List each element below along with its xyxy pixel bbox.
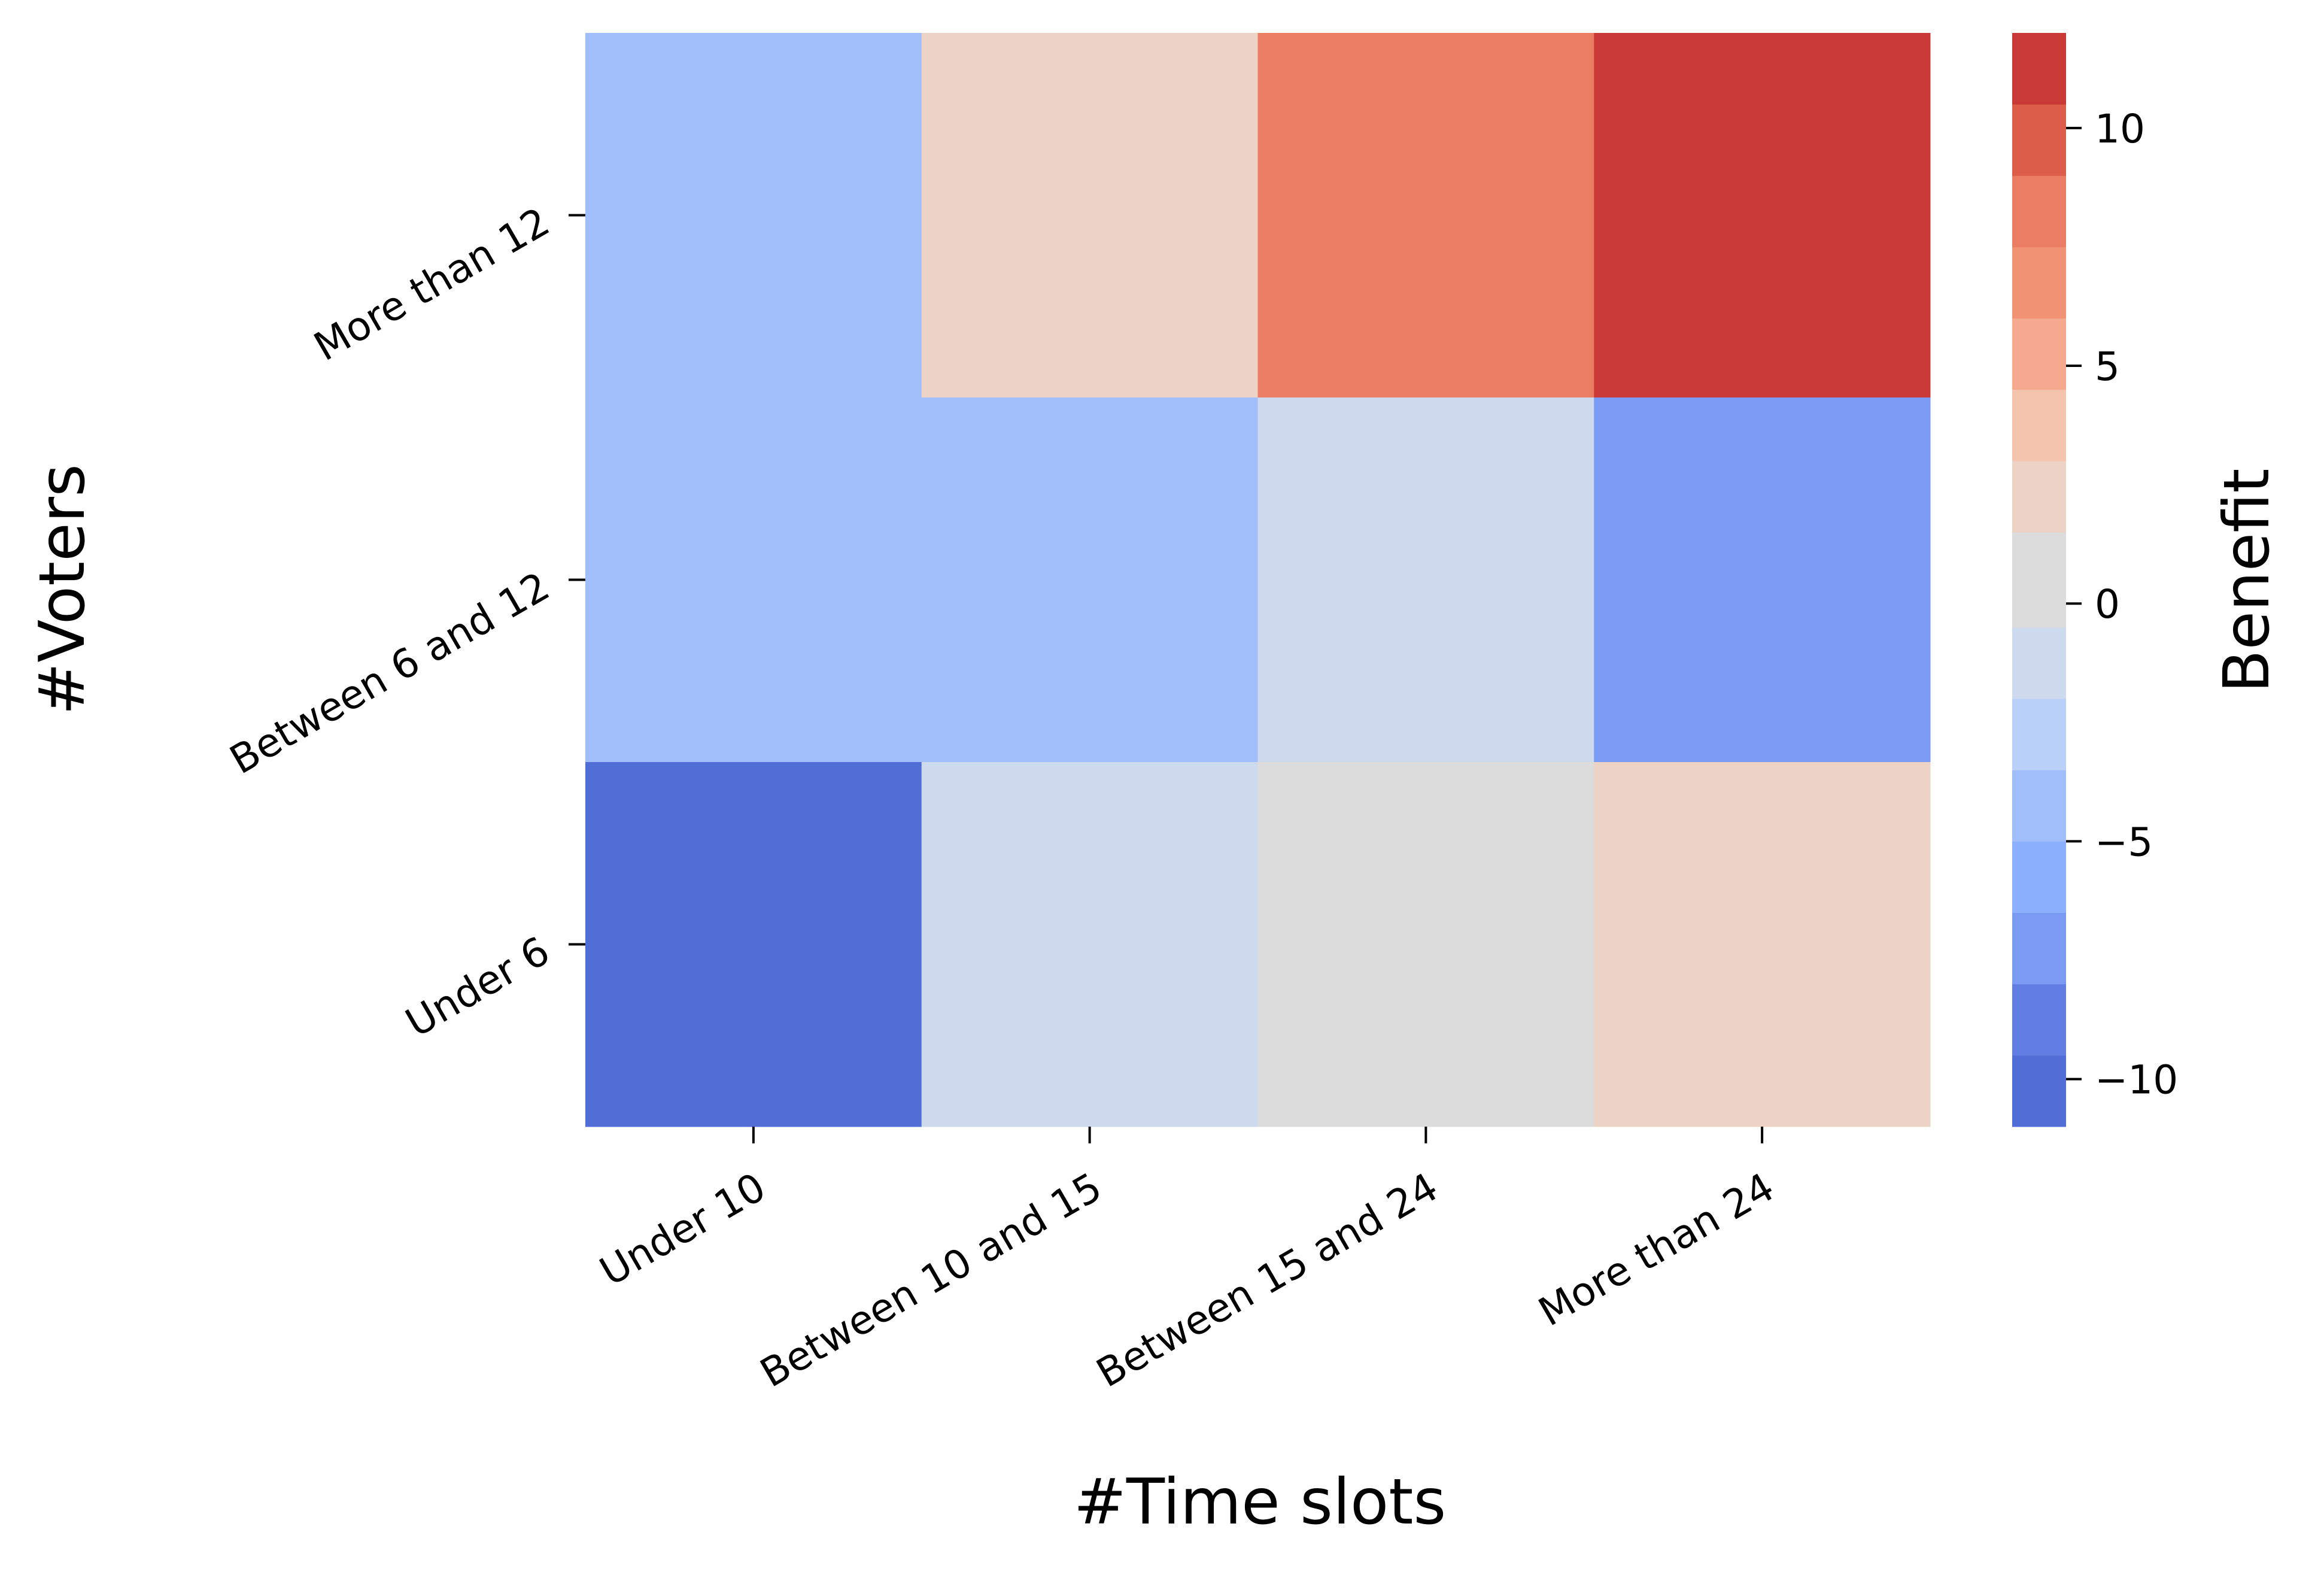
colorbar-tick-label: 10 xyxy=(2095,106,2145,152)
colorbar-bin xyxy=(2012,247,2066,319)
y-tick-label: More than 12 xyxy=(306,199,557,370)
colorbar-bin xyxy=(2012,389,2066,462)
colorbar-bin xyxy=(2012,770,2066,842)
heatmap-cell xyxy=(585,33,922,398)
heatmap-cell xyxy=(585,397,922,763)
heatmap-cell xyxy=(1257,33,1594,398)
x-tick-label: Between 10 and 15 xyxy=(753,1164,1110,1397)
x-tick-label: Between 15 and 24 xyxy=(1089,1164,1445,1397)
colorbar-bin xyxy=(2012,175,2066,247)
colorbar-bin xyxy=(2012,627,2066,699)
x-tick-label: Under 10 xyxy=(592,1164,773,1295)
colorbar-tick-label: −10 xyxy=(2095,1057,2178,1103)
colorbar-bin xyxy=(2012,532,2066,628)
heatmap-cells xyxy=(585,33,1931,1127)
x-axis-label: #Time slots xyxy=(1074,1465,1446,1538)
colorbar-bin xyxy=(2012,984,2066,1056)
x-tick-label: More than 24 xyxy=(1531,1164,1782,1335)
heatmap-cell xyxy=(585,762,922,1127)
y-tick-label: Between 6 and 12 xyxy=(222,563,557,784)
heatmap-cell xyxy=(1257,397,1594,763)
heatmap-cell xyxy=(1594,33,1931,398)
colorbar-tick-label: 5 xyxy=(2095,344,2120,390)
colorbar-tick-label: −5 xyxy=(2095,819,2153,865)
heatmap-cell xyxy=(1594,397,1931,763)
colorbar-bin xyxy=(2012,33,2066,105)
colorbar-bin xyxy=(2012,318,2066,390)
colorbar-bin xyxy=(2012,841,2066,914)
colorbar-bin xyxy=(2012,912,2066,985)
y-tick-label: Under 6 xyxy=(398,928,557,1046)
colorbar-bin xyxy=(2012,1055,2066,1127)
colorbar-tick-label: 0 xyxy=(2095,581,2120,627)
colorbar: −10 −5 0 5 10 xyxy=(2012,33,2178,1127)
colorbar-label: Benefit xyxy=(2210,468,2283,693)
heatmap-cell xyxy=(921,33,1258,398)
heatmap-cell xyxy=(921,762,1258,1127)
colorbar-bin xyxy=(2012,104,2066,176)
heatmap-cell xyxy=(1257,762,1594,1127)
heatmap-cell xyxy=(921,397,1258,763)
y-axis: More than 12 Between 6 and 12 Under 6 xyxy=(222,199,585,1046)
heatmap-cell xyxy=(1594,762,1931,1127)
y-axis-label: #Voters xyxy=(26,464,99,715)
colorbar-bin xyxy=(2012,460,2066,533)
colorbar-bin xyxy=(2012,699,2066,770)
